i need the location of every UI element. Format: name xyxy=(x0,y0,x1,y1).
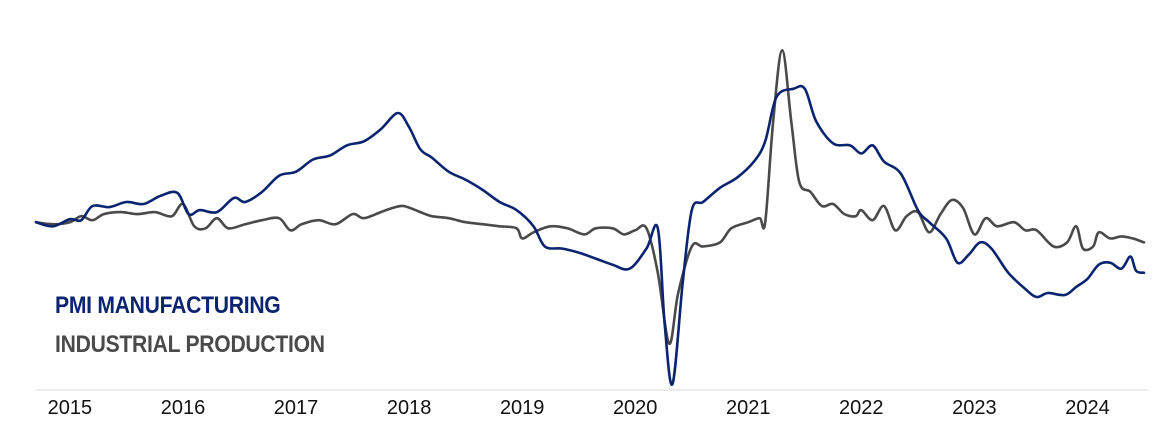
legend-pmi-manufacturing: PMI MANUFACTURING xyxy=(55,292,281,319)
x-tick-label-2021: 2021 xyxy=(726,397,771,419)
x-tick-label-2023: 2023 xyxy=(952,397,997,419)
x-tick-label-2015: 2015 xyxy=(48,397,93,419)
legend-industrial-production: INDUSTRIAL PRODUCTION xyxy=(55,331,325,358)
series-line-industrial-production xyxy=(34,49,1146,345)
x-tick-label-2022: 2022 xyxy=(839,397,884,419)
x-tick-label-2018: 2018 xyxy=(387,397,432,419)
x-axis-ticks: 2015 2016 2017 2018 2019 2020 2021 2022 2023 2024 xyxy=(48,397,1110,419)
x-tick-label-2020: 2020 xyxy=(613,397,658,419)
x-tick-label-2019: 2019 xyxy=(500,397,545,419)
x-tick-label-2016: 2016 xyxy=(161,397,206,419)
series-line-pmi-manufacturing xyxy=(34,84,1146,386)
x-tick-label-2017: 2017 xyxy=(274,397,319,419)
x-tick-label-2024: 2024 xyxy=(1065,397,1110,419)
series-layer xyxy=(34,49,1146,386)
